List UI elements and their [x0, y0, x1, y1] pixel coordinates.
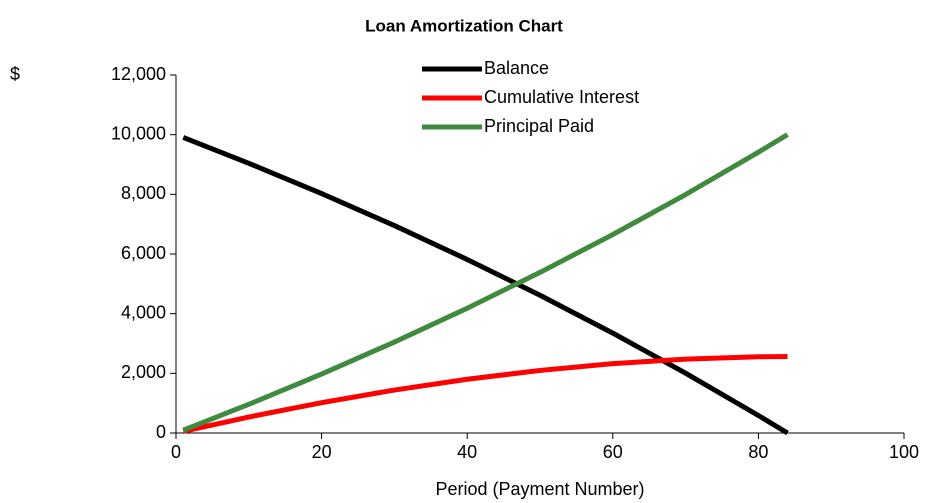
chart-title: Loan Amortization Chart [365, 16, 563, 35]
legend-label: Balance [484, 58, 549, 78]
x-tick-label: 100 [889, 442, 919, 462]
x-tick-label: 40 [457, 442, 477, 462]
legend-label: Principal Paid [484, 116, 594, 136]
y-tick-label: 10,000 [111, 123, 166, 143]
y-axis-label: $ [10, 64, 20, 84]
x-tick-label: 80 [748, 442, 768, 462]
x-tick-label: 0 [171, 442, 181, 462]
line-series [182, 135, 789, 436]
y-tick-label: 6,000 [121, 243, 166, 263]
y-tick-label: 8,000 [121, 183, 166, 203]
x-tick-label: 20 [312, 442, 332, 462]
y-tick-label: 12,000 [111, 64, 166, 84]
y-tick-label: 0 [156, 422, 166, 442]
legend-label: Cumulative Interest [484, 87, 639, 107]
x-tick-label: 60 [603, 442, 623, 462]
line-series [182, 353, 788, 434]
x-axis-label: Period (Payment Number) [435, 479, 644, 499]
y-tick-label: 4,000 [121, 302, 166, 322]
y-tick-label: 2,000 [121, 362, 166, 382]
line-series [182, 132, 789, 433]
